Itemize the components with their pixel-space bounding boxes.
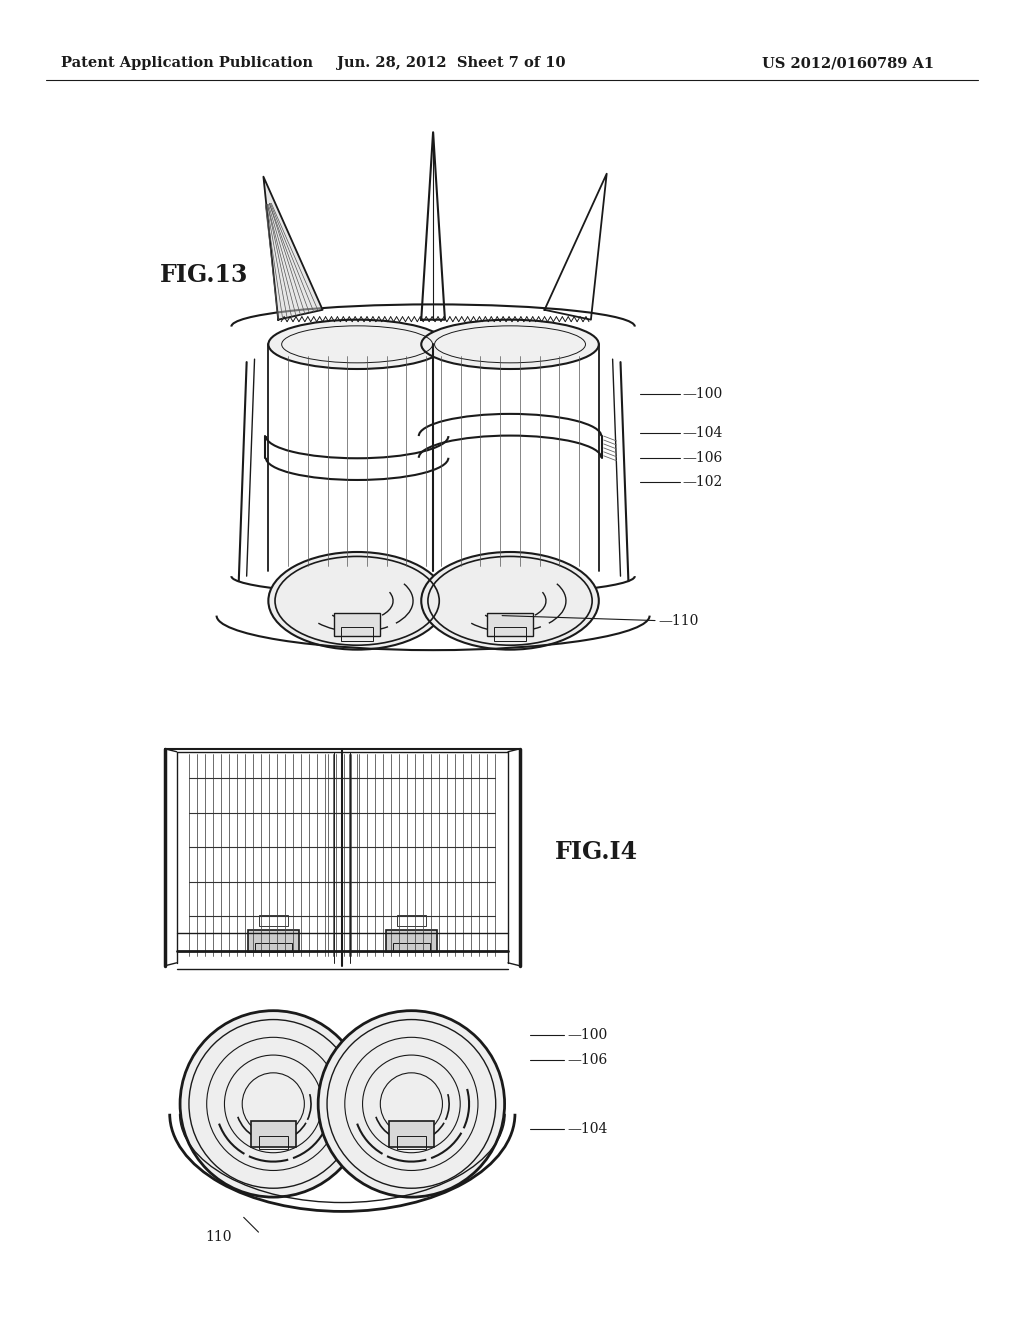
FancyBboxPatch shape [386,931,437,952]
Text: —110: —110 [658,614,698,627]
FancyBboxPatch shape [389,1121,434,1147]
Text: Jun. 28, 2012  Sheet 7 of 10: Jun. 28, 2012 Sheet 7 of 10 [337,57,565,70]
FancyBboxPatch shape [248,931,299,952]
Text: —106: —106 [683,451,723,465]
Ellipse shape [268,319,445,370]
FancyBboxPatch shape [487,612,532,636]
Text: —102: —102 [683,475,723,490]
FancyBboxPatch shape [335,612,380,636]
Text: US 2012/0160789 A1: US 2012/0160789 A1 [762,57,934,70]
Ellipse shape [421,552,599,649]
Text: —100: —100 [567,1028,607,1041]
Text: —100: —100 [683,387,723,401]
Text: Patent Application Publication: Patent Application Publication [61,57,313,70]
Ellipse shape [318,1011,505,1197]
FancyBboxPatch shape [251,1121,296,1147]
Ellipse shape [268,552,445,649]
Text: 110: 110 [206,1230,232,1243]
Text: —104: —104 [567,1122,607,1135]
Ellipse shape [421,319,599,370]
Text: FIG.13: FIG.13 [160,263,248,288]
Text: —106: —106 [567,1052,607,1067]
Ellipse shape [180,1011,367,1197]
Text: FIG.I4: FIG.I4 [554,841,638,865]
Polygon shape [263,177,323,319]
Text: —104: —104 [683,426,723,440]
